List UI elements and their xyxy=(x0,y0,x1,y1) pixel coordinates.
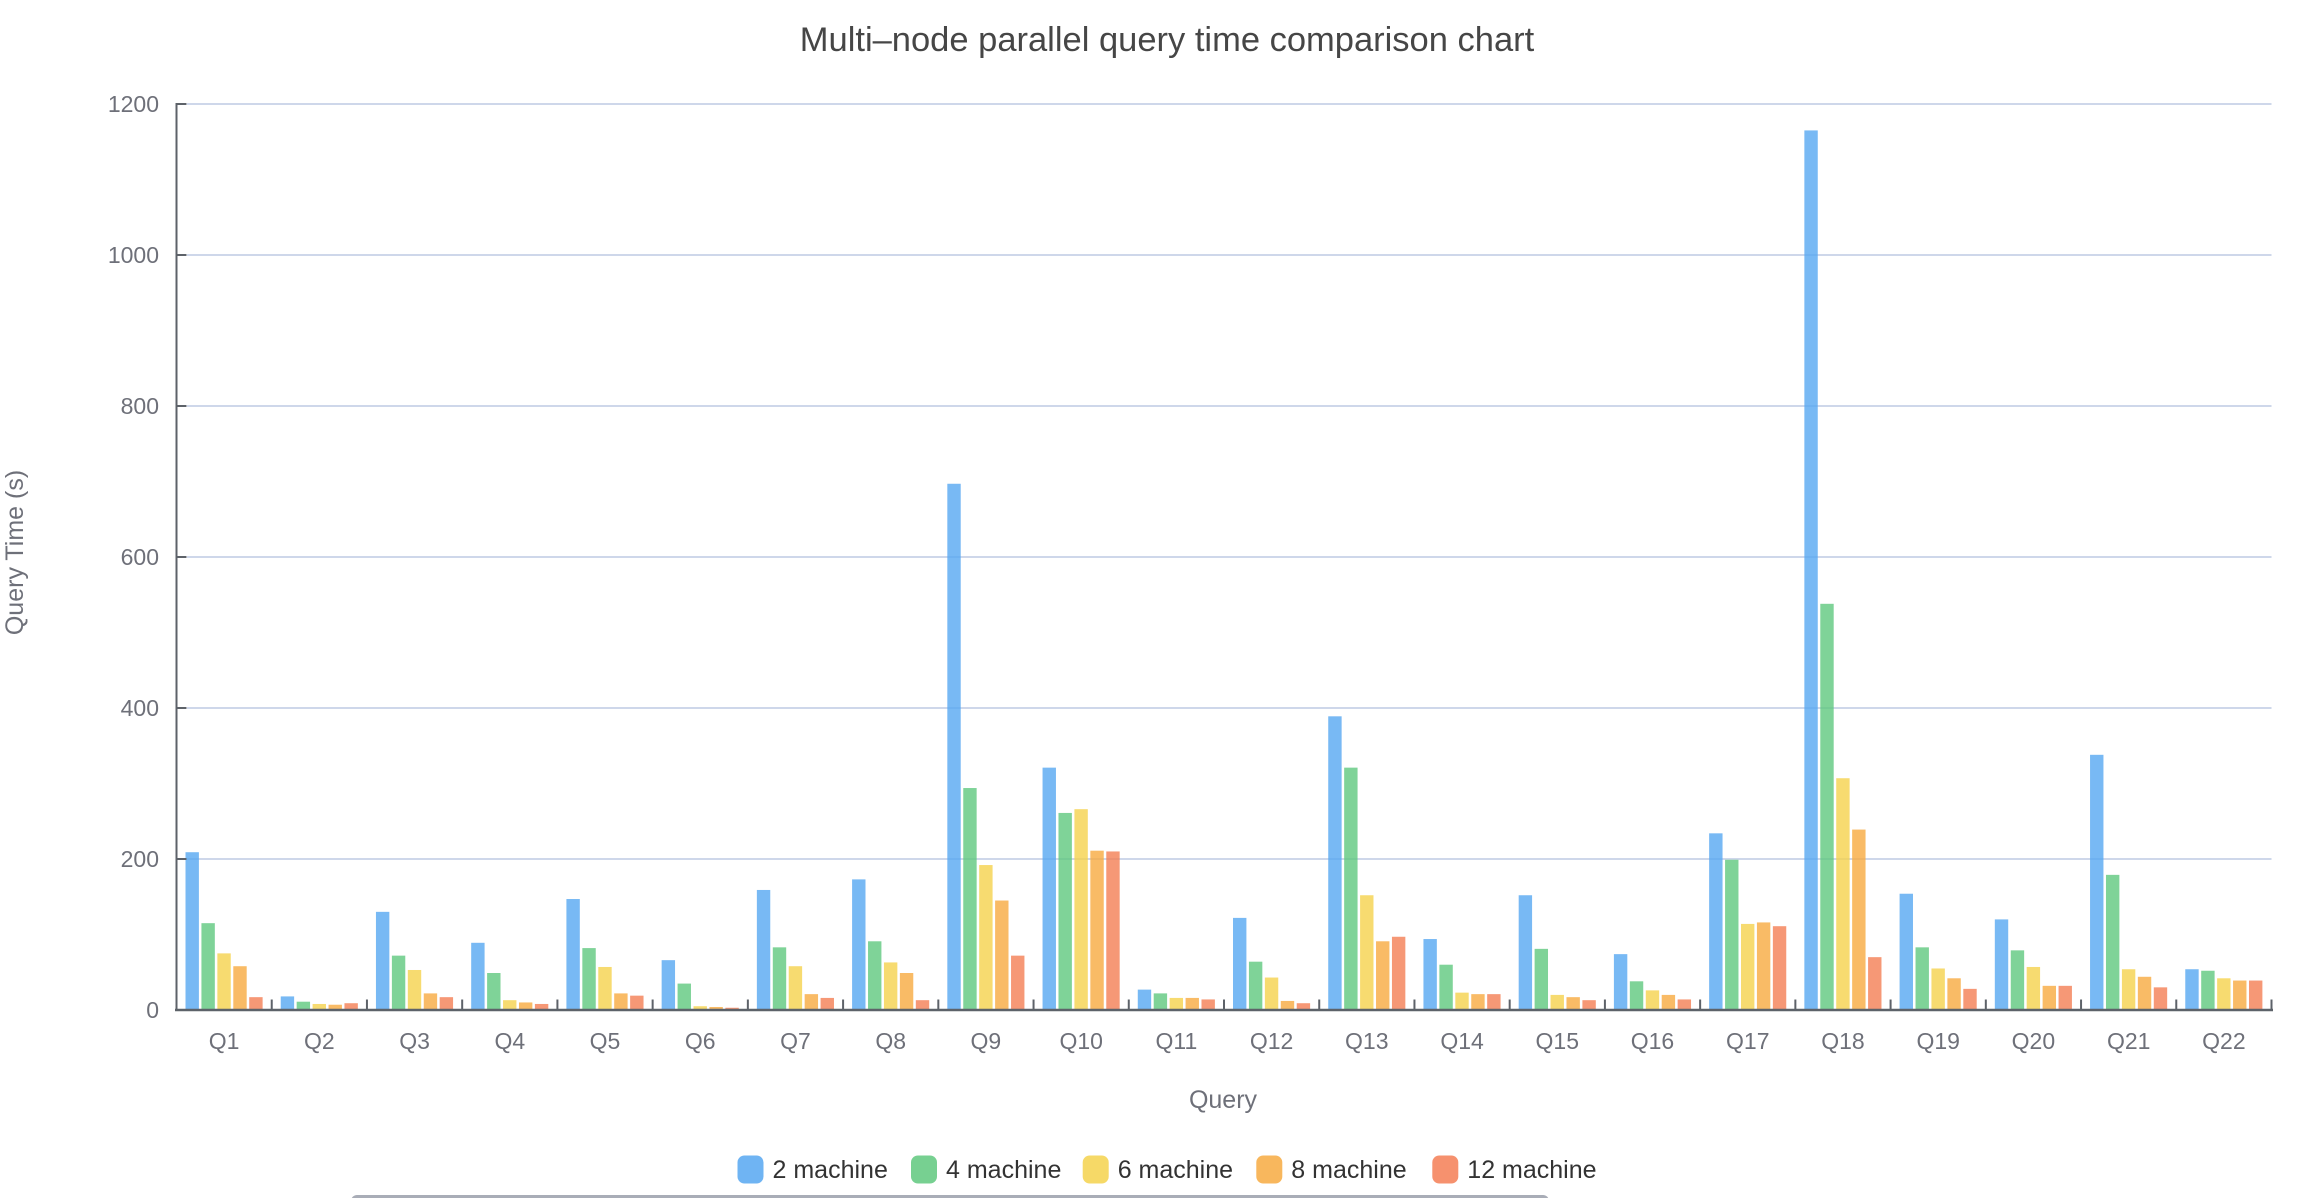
svg-text:4 machine: 4 machine xyxy=(946,1156,1061,1184)
svg-text:200: 200 xyxy=(121,846,159,872)
svg-text:400: 400 xyxy=(121,695,159,721)
svg-text:800: 800 xyxy=(121,393,159,419)
svg-text:Q10: Q10 xyxy=(1059,1028,1102,1054)
svg-text:12 machine: 12 machine xyxy=(1467,1156,1596,1184)
svg-text:Q20: Q20 xyxy=(2012,1028,2055,1054)
svg-text:Q4: Q4 xyxy=(494,1028,525,1054)
svg-text:6 machine: 6 machine xyxy=(1118,1156,1233,1184)
svg-text:Query: Query xyxy=(1189,1086,1258,1114)
svg-text:Q12: Q12 xyxy=(1250,1028,1293,1054)
svg-text:2 machine: 2 machine xyxy=(773,1156,888,1184)
svg-text:Q5: Q5 xyxy=(590,1028,621,1054)
svg-text:Q13: Q13 xyxy=(1345,1028,1388,1054)
svg-text:Q3: Q3 xyxy=(399,1028,430,1054)
svg-text:Multi–node parallel query time: Multi–node parallel query time compariso… xyxy=(800,21,1535,59)
svg-text:Q9: Q9 xyxy=(971,1028,1002,1054)
svg-text:Q8: Q8 xyxy=(875,1028,906,1054)
svg-text:Q18: Q18 xyxy=(1821,1028,1864,1054)
svg-text:1000: 1000 xyxy=(108,242,159,268)
svg-text:Q11: Q11 xyxy=(1156,1028,1198,1054)
svg-text:Q17: Q17 xyxy=(1726,1028,1769,1054)
svg-text:1200: 1200 xyxy=(108,91,159,117)
svg-text:Q2: Q2 xyxy=(304,1028,335,1054)
svg-text:Q16: Q16 xyxy=(1631,1028,1674,1054)
svg-text:Q21: Q21 xyxy=(2107,1028,2150,1054)
svg-text:Q7: Q7 xyxy=(780,1028,811,1054)
svg-text:Q19: Q19 xyxy=(1916,1028,1959,1054)
svg-text:Query Time (s): Query Time (s) xyxy=(1,470,29,635)
svg-text:Q1: Q1 xyxy=(209,1028,240,1054)
svg-text:600: 600 xyxy=(121,544,159,570)
svg-text:8 machine: 8 machine xyxy=(1291,1156,1406,1184)
svg-text:Q14: Q14 xyxy=(1440,1028,1484,1054)
svg-text:Q22: Q22 xyxy=(2202,1028,2245,1054)
svg-text:0: 0 xyxy=(146,997,159,1023)
svg-text:Q6: Q6 xyxy=(685,1028,716,1054)
svg-text:Q15: Q15 xyxy=(1536,1028,1579,1054)
